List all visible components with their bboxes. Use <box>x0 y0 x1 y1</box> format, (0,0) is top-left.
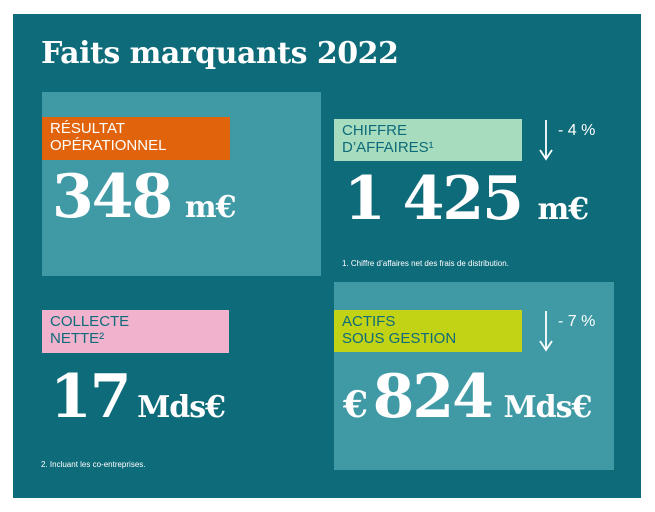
kpi-actifs-label-line1: ACTIFS <box>342 313 396 330</box>
kpi-resultat-unit: m€ <box>184 190 237 225</box>
kpi-collecte-value-group: 17 Mds€ <box>50 362 226 432</box>
kpi-resultat-label: RÉSULTAT OPÉRATIONNEL <box>42 117 230 160</box>
kpi-resultat-label-line1: RÉSULTAT <box>50 120 126 137</box>
kpi-actifs-value: 824 <box>372 362 494 432</box>
kpi-collecte-value: 17 <box>50 362 131 432</box>
arrow-down-icon <box>539 120 553 161</box>
kpi-collecte-label-line1: COLLECTE <box>50 313 130 330</box>
kpi-actifs-trend: - 7 % <box>538 310 595 352</box>
kpi-collecte-label: COLLECTE NETTE² <box>42 310 229 353</box>
kpi-chiffre-value-group: 1 425 m€ <box>344 164 589 234</box>
kpi-collecte-unit: Mds€ <box>137 390 226 425</box>
kpi-actifs-label-line2: SOUS GESTION <box>342 330 457 347</box>
kpi-collecte-label-line2: NETTE² <box>50 330 105 347</box>
arrow-down-icon <box>539 311 553 352</box>
kpi-actifs-value-group: € 824 Mds€ <box>343 362 592 432</box>
kpi-chiffre-label-line2: D’AFFAIRES¹ <box>342 139 434 156</box>
kpi-chiffre-label-line1: CHIFFRE <box>342 122 407 139</box>
kpi-actifs-label: ACTIFS SOUS GESTION <box>334 310 522 352</box>
kpi-resultat-value: 348 <box>52 162 173 232</box>
highlights-panel: Faits marquants 2022 RÉSULTAT OPÉRATIONN… <box>13 14 641 498</box>
kpi-actifs-unit: Mds€ <box>503 390 592 425</box>
kpi-actifs-prefix: € <box>343 384 368 426</box>
kpi-chiffre-trend: - 4 % <box>538 119 595 161</box>
kpi-chiffre-footnote: 1. Chiffre d’affaires net des frais de d… <box>342 259 509 268</box>
kpi-chiffre-label: CHIFFRE D’AFFAIRES¹ <box>334 119 522 161</box>
kpi-resultat-value-group: 348 m€ <box>52 162 237 232</box>
kpi-collecte-footnote: 2. Incluant les co-entreprises. <box>41 460 146 469</box>
kpi-actifs-trend-value: - 7 % <box>558 313 596 330</box>
page-title: Faits marquants 2022 <box>41 36 399 71</box>
kpi-chiffre-value: 1 425 <box>344 164 524 234</box>
kpi-resultat-label-line2: OPÉRATIONNEL <box>50 137 167 154</box>
kpi-chiffre-trend-value: - 4 % <box>558 122 596 139</box>
kpi-chiffre-unit: m€ <box>537 192 589 227</box>
